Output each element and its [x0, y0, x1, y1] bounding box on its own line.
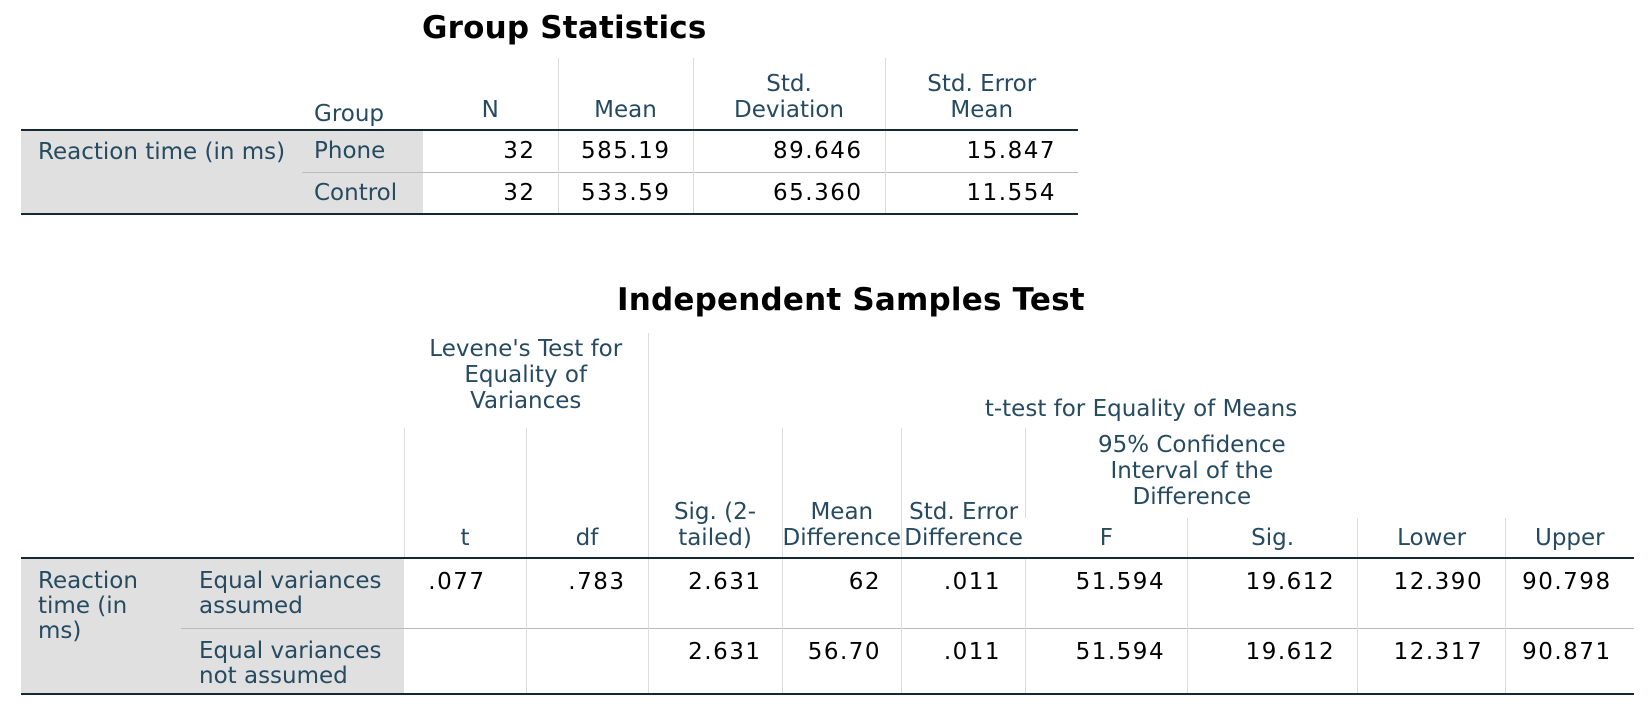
header-mean-difference: Mean Difference — [781, 428, 902, 558]
variable-label: Reaction time (in ms) — [21, 129, 302, 172]
header-std-deviation-line2: Deviation — [733, 97, 844, 123]
f-not-assumed — [404, 627, 526, 695]
sig2-not-assumed: .011 — [901, 627, 1026, 695]
std-err-phone: 15.847 — [884, 129, 1078, 172]
header-sig2-line2: tailed) — [678, 525, 752, 551]
row-label-equal-assumed: Equal variances assumed — [181, 557, 404, 628]
ist-variable-line2: time (in — [38, 593, 128, 619]
sig-not-assumed — [525, 627, 648, 695]
header-group: Group — [314, 101, 385, 127]
ci-header-line1: 95% Confidence — [1097, 432, 1286, 458]
levene-header-line3: Variances — [470, 388, 582, 414]
sig-assumed: .783 — [525, 557, 648, 628]
std-err-diff-not-assumed: 19.612 — [1187, 627, 1358, 695]
row-label-not-assumed-line1: Equal variances — [199, 637, 382, 664]
independent-samples-test-table: Levene's Test for Equality of Variances … — [21, 333, 1634, 695]
t-assumed: 2.631 — [647, 557, 782, 628]
levene-header: Levene's Test for Equality of Variances — [404, 333, 648, 428]
ci-header: 95% Confidence Interval of the Differenc… — [1025, 428, 1358, 518]
header-sig2-line1: Sig. (2- — [673, 499, 757, 525]
table-row: Reaction time (in ms) Phone 32 585.19 89… — [21, 129, 1078, 172]
table-row: Reaction time (in ms) Equal variances as… — [21, 557, 1634, 695]
header-n: N — [481, 97, 499, 123]
table-row: Equal variances not assumed 2.631 56.70 … — [21, 627, 1634, 695]
levene-header-line2: Equality of — [464, 362, 588, 388]
sig2-assumed: .011 — [901, 557, 1026, 628]
levene-header-line1: Levene's Test for — [429, 336, 623, 362]
header-lower: Lower — [1357, 518, 1506, 558]
header-mean-diff-line1: Mean — [810, 499, 874, 525]
header-blank-4 — [181, 518, 404, 558]
header-upper: Upper — [1505, 518, 1634, 558]
lower-assumed: 12.390 — [1357, 557, 1506, 628]
header-std-error-mean: Std. Error Mean — [884, 58, 1078, 130]
ist-variable-label: Reaction time (in ms) — [21, 557, 181, 695]
std-dev-control: 65.360 — [692, 171, 885, 215]
header-t: t — [403, 428, 526, 558]
std-err-diff-assumed: 19.612 — [1187, 557, 1358, 628]
ci-header-line2: Interval of the — [1110, 458, 1274, 484]
ttest-header: t-test for Equality of Means — [647, 333, 1634, 428]
df-assumed: 62 — [781, 557, 902, 628]
header-mean: Mean — [557, 58, 693, 130]
header-blank-3 — [21, 518, 181, 558]
f-assumed: .077 — [404, 557, 526, 628]
df-not-assumed: 56.70 — [781, 627, 902, 695]
mean-diff-assumed: 51.594 — [1025, 557, 1188, 628]
independent-samples-test-title: Independent Samples Test — [617, 282, 1085, 318]
header-std-error-line1: Std. Error — [927, 71, 1037, 97]
row-label-equal-not-assumed: Equal variances not assumed — [181, 627, 404, 695]
group-label-phone: Phone — [302, 129, 423, 172]
mean-control: 533.59 — [557, 171, 693, 215]
n-control: 32 — [423, 171, 558, 215]
header-f: F — [1099, 525, 1113, 551]
upper-not-assumed: 90.871 — [1505, 627, 1634, 695]
ist-variable-line1: Reaction — [38, 568, 138, 594]
header-df: df — [525, 428, 648, 558]
row-label-not-assumed-line2: not assumed — [199, 662, 348, 689]
lower-not-assumed: 12.317 — [1357, 627, 1506, 695]
mean-diff-not-assumed: 51.594 — [1025, 627, 1188, 695]
header-std-error-difference: Std. Error Difference — [901, 428, 1026, 558]
header-std-err-diff-line1: Std. Error — [909, 499, 1019, 525]
n-phone: 32 — [423, 129, 558, 172]
group-label-control: Control — [302, 171, 423, 215]
header-std-deviation: Std. Deviation — [692, 58, 885, 130]
ist-variable-line3: ms) — [38, 618, 82, 644]
row-label-equal-assumed-line2: assumed — [199, 593, 303, 619]
header-mean-diff-line2: Difference — [782, 525, 902, 551]
header-sig-2-tailed: Sig. (2- tailed) — [647, 428, 782, 558]
upper-assumed: 90.798 — [1505, 557, 1634, 628]
std-dev-phone: 89.646 — [692, 129, 885, 172]
table-row: Control 32 533.59 65.360 11.554 — [21, 171, 1078, 215]
t-not-assumed: 2.631 — [647, 627, 782, 695]
mean-phone: 585.19 — [557, 129, 693, 172]
header-blank — [21, 58, 302, 130]
header-std-err-diff-line2: Difference — [904, 525, 1023, 551]
variable-label-continuation — [21, 172, 302, 215]
header-blank-1 — [21, 333, 181, 518]
header-std-error-line2: Mean — [950, 97, 1014, 123]
header-std-deviation-line1: Std. — [766, 71, 812, 97]
header-blank-2 — [181, 333, 404, 518]
group-statistics-title: Group Statistics — [422, 10, 707, 46]
ci-header-line3: Difference — [1132, 484, 1252, 510]
header-sig: Sig. — [1187, 518, 1358, 558]
std-err-control: 11.554 — [884, 171, 1078, 215]
group-statistics-table: Group N Mean Std. Deviation Std. Error M… — [21, 58, 1078, 215]
row-label-equal-assumed-line1: Equal variances — [199, 568, 382, 594]
